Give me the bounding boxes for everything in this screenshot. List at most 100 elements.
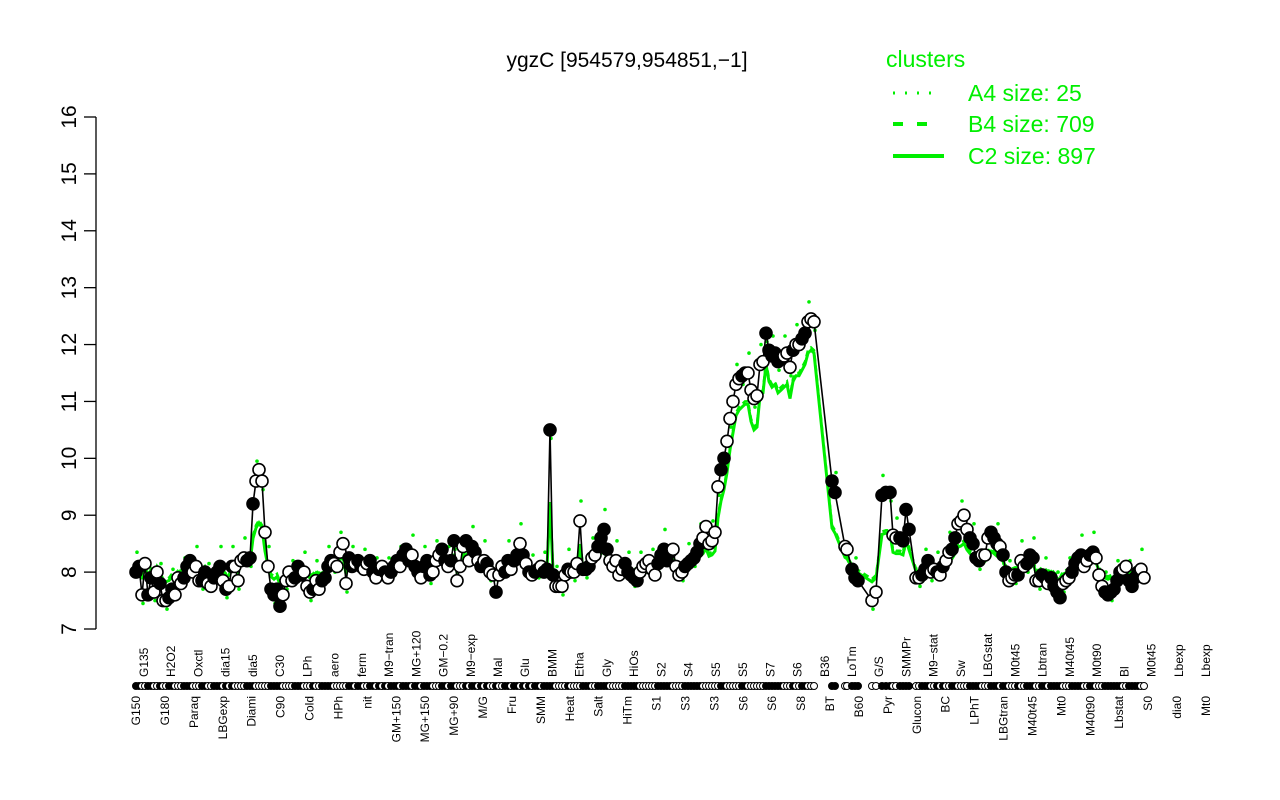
cluster-a4-dot: [255, 459, 259, 463]
cluster-a4-dot: [309, 598, 313, 603]
x-label: GM+150: [389, 696, 403, 743]
cluster-a4-dot: [555, 564, 559, 569]
x-label: S1: [650, 696, 664, 711]
data-point: [336, 536, 350, 551]
data-point: [966, 536, 980, 551]
cluster-a4-dot: [423, 544, 427, 549]
cluster-a4-dot: [1038, 587, 1042, 591]
x-label: Oxctl: [191, 650, 205, 677]
x-label: Cold: [303, 696, 317, 721]
cluster-a4-dot: [711, 519, 715, 523]
cluster-a4-dot: [225, 595, 229, 600]
x-label: LPh: [300, 656, 314, 677]
y-tick-label: 9: [58, 509, 81, 521]
legend-title: clusters: [886, 46, 965, 72]
data-point: [851, 573, 865, 588]
x-label: nit: [360, 695, 374, 708]
legend-entry-c2: C2 size: 897: [968, 143, 1096, 169]
x-label: S6: [736, 696, 750, 711]
x-label: M0t45: [1008, 643, 1022, 677]
data-point: [828, 485, 842, 500]
x-label: M40t45: [1063, 637, 1077, 677]
data-point: [546, 568, 560, 582]
x-label: HPh: [331, 696, 345, 719]
x-label: LBGexp: [216, 696, 230, 740]
data-point: [450, 573, 464, 588]
cluster-a4-dot: [603, 507, 607, 512]
x-label: LoTm: [845, 646, 859, 677]
x-label: B36: [818, 655, 832, 677]
cluster-a4-dot: [996, 521, 1000, 526]
data-point: [276, 588, 290, 602]
x-label: Etha: [573, 652, 587, 677]
cluster-a4-dot: [561, 593, 565, 597]
x-label: Glucon: [910, 696, 924, 734]
x-label: S5: [709, 662, 723, 677]
data-point: [741, 366, 755, 380]
cluster-a4-dot: [507, 539, 511, 543]
data-point: [138, 556, 152, 571]
x-label: Fru: [505, 696, 519, 714]
data-point: [840, 542, 854, 557]
data-point: [273, 599, 287, 614]
cluster-a4-dot: [651, 547, 655, 552]
data-point: [258, 525, 272, 540]
x-label: Gly: [600, 659, 614, 677]
data-point: [1092, 568, 1106, 582]
x-label: Lbexp: [1172, 644, 1186, 677]
cluster-a4-dot: [902, 547, 906, 552]
data-point: [1089, 551, 1103, 565]
cluster-a4-dot: [627, 550, 631, 554]
rug-mark: [854, 682, 862, 690]
x-label: M0t45: [1145, 643, 1159, 677]
x-label: S3: [678, 696, 692, 711]
cluster-a4-dot: [567, 547, 571, 552]
data-point: [714, 462, 728, 477]
cluster-a4-dot: [141, 601, 145, 606]
data-point: [600, 542, 614, 557]
data-point: [957, 508, 971, 523]
cluster-a4-dot: [1008, 558, 1012, 563]
data-point: [750, 388, 764, 403]
x-label: LBGstat: [981, 633, 995, 677]
data-point: [948, 531, 962, 545]
cluster-a4-dot: [165, 607, 169, 611]
y-tick-label: 13: [58, 276, 81, 299]
data-point: [1119, 559, 1133, 574]
cluster-a4-dot: [351, 544, 355, 549]
data-point: [339, 576, 353, 591]
x-label: G135: [137, 647, 151, 677]
data-point: [899, 502, 913, 517]
data-point: [318, 570, 332, 585]
data-point: [883, 485, 897, 500]
cluster-a4-dot: [1056, 570, 1060, 574]
data-point: [869, 585, 883, 599]
x-label: S3: [707, 696, 721, 711]
legend-entry-b4: B4 size: 709: [968, 111, 1095, 137]
x-label: Pyr: [881, 696, 895, 714]
cluster-a4-dot: [135, 550, 139, 554]
data-point: [150, 565, 164, 579]
x-label: HiOs: [627, 650, 641, 677]
cluster-a4-dot: [735, 362, 739, 367]
x-label: C90: [274, 696, 288, 718]
data-point: [243, 551, 257, 565]
data-point: [783, 360, 797, 375]
cluster-a4-dot: [363, 547, 367, 552]
x-label: MG+150: [418, 696, 432, 743]
cluster-a4-dot: [1020, 539, 1024, 543]
x-label: Mt0: [1199, 696, 1213, 716]
x-label: GM−0.2: [437, 634, 451, 677]
cluster-a4-dot: [231, 544, 235, 549]
x-label: SMMPr: [899, 637, 913, 677]
cluster-a4-dot: [729, 425, 733, 429]
x-label: Heat: [563, 695, 577, 721]
y-tick-label: 7: [58, 623, 81, 635]
data-point: [1137, 570, 1151, 585]
cluster-a4-dot: [1116, 558, 1120, 563]
rug-mark: [810, 682, 818, 690]
data-point: [597, 522, 611, 537]
cluster-a4-dot: [435, 539, 439, 543]
data-point: [426, 565, 440, 579]
